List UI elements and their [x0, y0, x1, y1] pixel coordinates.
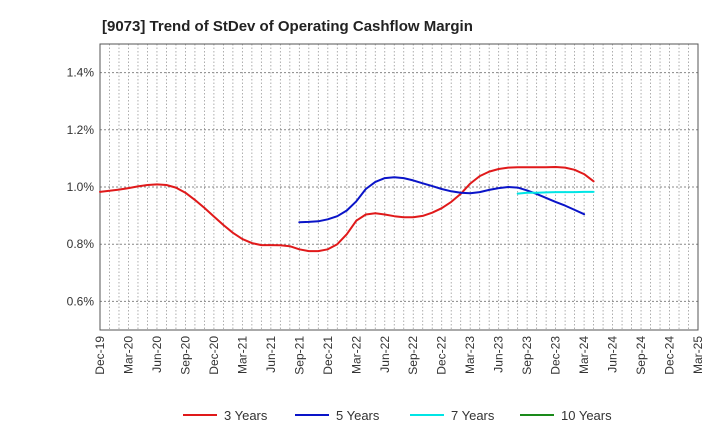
- x-tick-label: Sep-23: [520, 336, 534, 375]
- x-tick-label: Dec-19: [93, 336, 107, 375]
- series-line-3-years: [99, 166, 595, 253]
- x-tick-label: Sep-21: [292, 336, 306, 375]
- plot-area: [99, 43, 699, 331]
- legend-label: 10 Years: [561, 408, 612, 423]
- y-tick-label: 1.4%: [67, 66, 95, 80]
- y-tick-label: 0.6%: [67, 294, 95, 308]
- x-axis-ticks: Dec-19 Mar-20 Jun-20 Sep-20 Dec-20 Mar-21 Jun-…: [93, 336, 705, 375]
- legend: 3 Years 5 Years 7 Years 10 Years: [183, 408, 612, 423]
- x-tick-label: Jun-23: [492, 336, 506, 373]
- x-tick-label: Mar-20: [121, 336, 135, 374]
- y-tick-label: 1.0%: [67, 180, 95, 194]
- x-tick-label: Dec-24: [663, 336, 677, 375]
- x-tick-label: Dec-21: [321, 336, 335, 375]
- series-line-5-years: [298, 176, 586, 224]
- legend-label: 5 Years: [336, 408, 380, 423]
- x-tick-label: Mar-25: [691, 336, 705, 374]
- x-tick-label: Mar-21: [235, 336, 249, 374]
- x-tick-label: Jun-22: [378, 336, 392, 373]
- x-tick-label: Dec-20: [207, 336, 221, 375]
- legend-label: 7 Years: [451, 408, 495, 423]
- legend-label: 3 Years: [224, 408, 268, 423]
- chart-title: [9073] Trend of StDev of Operating Cashf…: [102, 18, 473, 35]
- x-tick-label: Jun-21: [264, 336, 278, 373]
- x-tick-label: Dec-23: [549, 336, 563, 375]
- x-tick-label: Mar-23: [463, 336, 477, 374]
- grid: [99, 44, 699, 330]
- x-tick-label: Sep-20: [178, 336, 192, 375]
- y-tick-label: 1.2%: [67, 123, 95, 137]
- x-tick-label: Mar-24: [577, 336, 591, 374]
- x-tick-label: Jun-20: [150, 336, 164, 373]
- y-axis-ticks: 0.6% 0.8% 1.0% 1.2% 1.4%: [67, 66, 95, 309]
- x-tick-label: Sep-22: [406, 336, 420, 375]
- series-lines: [99, 166, 595, 253]
- x-tick-label: Jun-24: [606, 336, 620, 373]
- x-tick-label: Mar-22: [349, 336, 363, 374]
- series-line-7-years: [516, 190, 595, 195]
- x-tick-label: Dec-22: [435, 336, 449, 375]
- x-tick-label: Sep-24: [634, 336, 648, 375]
- y-tick-label: 0.8%: [67, 237, 95, 251]
